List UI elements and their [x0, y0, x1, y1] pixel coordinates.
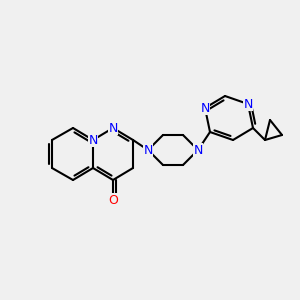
Text: N: N: [243, 98, 253, 110]
Text: N: N: [108, 122, 118, 134]
Text: N: N: [193, 143, 203, 157]
Text: O: O: [108, 194, 118, 206]
Text: N: N: [143, 143, 153, 157]
Text: N: N: [200, 101, 210, 115]
Text: N: N: [88, 134, 98, 146]
